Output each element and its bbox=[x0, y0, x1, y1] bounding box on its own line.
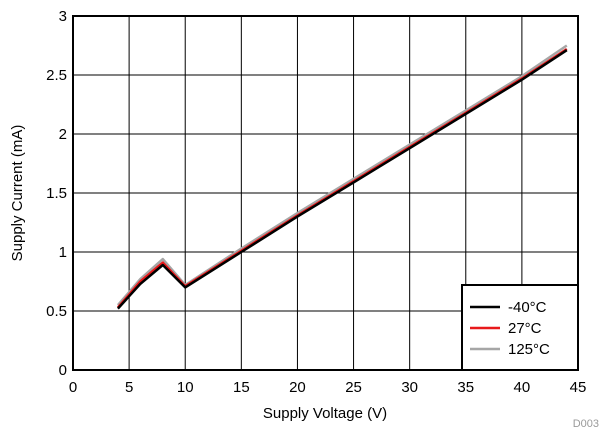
legend: -40°C 27°C 125°C bbox=[461, 284, 579, 371]
x-tick-label: 15 bbox=[233, 379, 250, 396]
plot-frame bbox=[72, 15, 579, 371]
x-tick-labels: 0 5 10 15 20 25 30 35 40 45 bbox=[69, 379, 587, 396]
y-axis-label: Supply Current (mA) bbox=[9, 125, 26, 262]
legend-label: 27°C bbox=[508, 320, 542, 337]
y-tick-label: 3 bbox=[59, 8, 67, 25]
legend-label: 125°C bbox=[508, 341, 550, 358]
x-tick-label: 30 bbox=[401, 379, 418, 396]
y-tick-label: 2.5 bbox=[46, 67, 67, 84]
legend-label: -40°C bbox=[508, 299, 547, 316]
x-tick-label: 0 bbox=[69, 379, 77, 396]
x-tick-label: 5 bbox=[125, 379, 133, 396]
x-tick-label: 35 bbox=[457, 379, 474, 396]
x-tick-label: 20 bbox=[289, 379, 306, 396]
series-line-2 bbox=[116, 49, 568, 310]
y-tick-labels: 0 0.5 1 1.5 2 2.5 3 bbox=[46, 8, 67, 379]
x-tick-label: 25 bbox=[345, 379, 362, 396]
y-tick-label: 0 bbox=[59, 362, 67, 379]
series-line-0 bbox=[116, 44, 568, 306]
y-tick-label: 1.5 bbox=[46, 185, 67, 202]
figure-id-label: D003 bbox=[573, 418, 599, 430]
x-tick-label: 45 bbox=[570, 379, 587, 396]
x-axis-label: Supply Voltage (V) bbox=[263, 405, 387, 422]
y-tick-label: 0.5 bbox=[46, 303, 67, 320]
y-tick-label: 1 bbox=[59, 244, 67, 261]
x-tick-label: 40 bbox=[514, 379, 531, 396]
series-lines bbox=[116, 44, 568, 310]
x-tick-label: 10 bbox=[177, 379, 194, 396]
y-tick-label: 2 bbox=[59, 126, 67, 143]
